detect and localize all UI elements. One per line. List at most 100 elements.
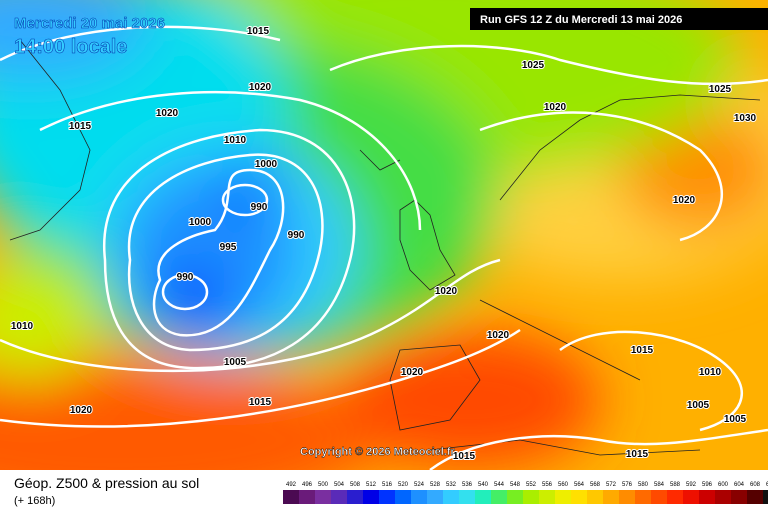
isobar-label: 1010 [11, 321, 34, 332]
scale-label: 492 [286, 482, 297, 488]
scale-swatch [539, 490, 555, 504]
scale-swatch [603, 490, 619, 504]
isobar-label: 1020 [487, 330, 510, 341]
isobar-label: 1025 [522, 60, 545, 71]
scale-swatch [363, 490, 379, 504]
scale-swatch [507, 490, 523, 504]
isobar-label: 1020 [544, 102, 567, 113]
isobar-label: 1015 [247, 26, 270, 37]
isobar-label: 1015 [249, 397, 272, 408]
scale-swatch [587, 490, 603, 504]
scale-label: 604 [734, 482, 745, 488]
scale-swatch [523, 490, 539, 504]
scale-label: 556 [542, 482, 553, 488]
isobar-label: 1005 [687, 400, 710, 411]
scale-swatch [347, 490, 363, 504]
scale-swatch [395, 490, 411, 504]
scale-label: 504 [334, 482, 345, 488]
scale-swatch [635, 490, 651, 504]
scale-swatch [763, 490, 768, 504]
scale-label: 516 [382, 482, 393, 488]
scale-swatch [331, 490, 347, 504]
isobar-label: 1030 [734, 113, 757, 124]
scale-label: 580 [638, 482, 649, 488]
isobar-label: 1020 [249, 82, 272, 93]
isobar-label: 1020 [435, 286, 458, 297]
scale-label: 552 [526, 482, 537, 488]
scale-label: 508 [350, 482, 361, 488]
scale-label: 532 [446, 482, 457, 488]
isobar-label: 990 [288, 230, 305, 241]
scale-label: 544 [494, 482, 505, 488]
isobar-label: 990 [177, 272, 194, 283]
isobar-label: 1015 [453, 451, 476, 462]
isobar-label: 1025 [709, 84, 732, 95]
scale-label: 496 [302, 482, 313, 488]
scale-label: 524 [414, 482, 425, 488]
isobar-label: 990 [251, 202, 268, 213]
run-box [470, 8, 768, 30]
isobar-label: 1000 [189, 217, 212, 228]
scale-swatch [299, 490, 315, 504]
scale-swatch [683, 490, 699, 504]
scale-label: 560 [558, 482, 569, 488]
scale-label: 564 [574, 482, 585, 488]
scale-swatch [379, 490, 395, 504]
scale-label: 608 [750, 482, 761, 488]
scale-label: 548 [510, 482, 521, 488]
scale-swatch [491, 490, 507, 504]
scale-swatch [555, 490, 571, 504]
date: Mercredi 20 mai 2026 [14, 15, 165, 32]
scale-label: 536 [462, 482, 473, 488]
scale-label: 576 [622, 482, 633, 488]
isobar-label: 1005 [724, 414, 747, 425]
scale-swatch [731, 490, 747, 504]
scale-label: 600 [718, 482, 729, 488]
coastline [9, 39, 761, 456]
isobar-label: 1010 [699, 367, 722, 378]
footer-title: Géop. Z500 & pression au sol [14, 475, 199, 491]
scale-swatch [651, 490, 667, 504]
isobar-label: 1015 [626, 449, 649, 460]
scale-swatch [715, 490, 731, 504]
scale-label: 528 [430, 482, 441, 488]
time: 14:00 locale [14, 36, 127, 58]
scale-swatch [667, 490, 683, 504]
scale-label: 572 [606, 482, 617, 488]
scale-label: 612 [766, 482, 768, 488]
isobar-label: 1010 [224, 135, 247, 146]
isobar-label: 1020 [70, 405, 93, 416]
scale-label: 512 [366, 482, 377, 488]
scale-swatch [427, 490, 443, 504]
scale-swatch [699, 490, 715, 504]
scale-label: 584 [654, 482, 665, 488]
scale-swatch [459, 490, 475, 504]
isobar-label: 1005 [224, 357, 247, 368]
scale-swatch [747, 490, 763, 504]
copyright: Copyright © 2026 Meteociel.fr [300, 446, 456, 458]
scale-label: 588 [670, 482, 681, 488]
isobar-label: 1020 [401, 367, 424, 378]
isobar-labels: 1015 1020 1025 1025 1030 1020 1015 1010 1000 1020… [10, 25, 758, 463]
isobar-label: 1015 [69, 121, 92, 132]
scale-label: 520 [398, 482, 409, 488]
footer-lead: (+ 168h) [14, 495, 55, 507]
color-scale: 492 496 500 504 508 512 516 520 524 528 532 536 540 5… [283, 482, 768, 504]
scale-label: 592 [686, 482, 697, 488]
run-info: Run GFS 12 Z du Mercredi 13 mai 2026 [480, 14, 682, 26]
scale-label: 568 [590, 482, 601, 488]
scale-swatch [315, 490, 331, 504]
isobar-label: 995 [220, 242, 237, 253]
scale-label: 540 [478, 482, 489, 488]
isobar-label: 1020 [156, 108, 179, 119]
scale-label: 596 [702, 482, 713, 488]
scale-swatch [475, 490, 491, 504]
isobars [0, 25, 768, 470]
scale-swatch [283, 490, 299, 504]
isobar-label: 1020 [673, 195, 696, 206]
scale-swatch [443, 490, 459, 504]
isobar-label: 1015 [631, 345, 654, 356]
